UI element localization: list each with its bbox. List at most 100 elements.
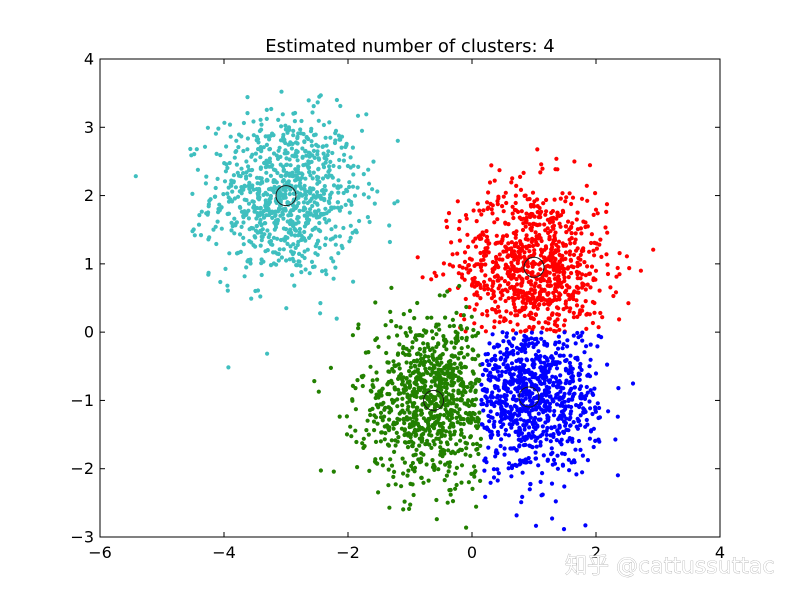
scatter-point — [216, 206, 221, 212]
scatter-point — [307, 170, 312, 175]
scatter-point — [402, 427, 407, 432]
scatter-point — [478, 443, 483, 448]
scatter-point — [216, 126, 221, 131]
scatter-point — [345, 189, 350, 194]
scatter-point — [334, 97, 339, 103]
scatter-point — [283, 227, 289, 232]
scatter-point — [513, 235, 518, 240]
scatter-point — [525, 297, 530, 303]
scatter-point — [232, 216, 237, 221]
scatter-point — [540, 166, 545, 171]
scatter-point — [547, 407, 552, 412]
scatter-point — [499, 414, 504, 419]
scatter-point — [456, 226, 462, 231]
scatter-point — [462, 401, 467, 406]
scatter-point — [520, 470, 525, 475]
scatter-point — [535, 306, 540, 311]
scatter-point — [368, 412, 373, 418]
scatter-point — [537, 356, 542, 361]
scatter-point — [531, 324, 536, 330]
scatter-point — [389, 438, 394, 443]
scatter-point — [626, 301, 631, 306]
scatter-point — [540, 296, 545, 301]
scatter-point — [421, 341, 426, 346]
scatter-point — [543, 320, 548, 325]
scatter-point — [364, 112, 369, 117]
scatter-point — [290, 256, 295, 261]
scatter-point — [407, 506, 412, 511]
scatter-point — [400, 396, 405, 401]
y-tick-label: −2 — [70, 459, 94, 478]
scatter-point — [550, 359, 556, 364]
scatter-point — [425, 315, 430, 320]
scatter-point — [543, 228, 548, 233]
scatter-point — [195, 167, 200, 172]
scatter-point — [613, 437, 618, 442]
scatter-point — [522, 313, 527, 318]
scatter-point — [528, 415, 534, 420]
scatter-point — [246, 201, 252, 206]
scatter-point — [367, 219, 372, 225]
scatter-point — [374, 336, 379, 341]
plot-frame — [99, 58, 721, 538]
scatter-point — [457, 219, 462, 224]
scatter-point — [444, 225, 450, 230]
scatter-point — [528, 444, 533, 449]
scatter-point — [513, 200, 518, 206]
scatter-point — [203, 181, 208, 186]
scatter-point — [464, 266, 469, 271]
scatter-point — [411, 402, 416, 407]
scatter-point — [296, 164, 301, 169]
scatter-point — [545, 417, 551, 422]
scatter-point — [476, 419, 481, 424]
scatter-point — [329, 227, 334, 232]
scatter-point — [495, 342, 500, 347]
scatter-point — [563, 299, 569, 304]
scatter-point — [509, 250, 515, 255]
scatter-point — [521, 443, 527, 448]
scatter-point — [391, 422, 396, 427]
scatter-point — [498, 419, 503, 424]
scatter-point — [555, 167, 560, 172]
scatter-point — [447, 262, 452, 267]
scatter-point — [477, 282, 483, 287]
scatter-point — [341, 225, 346, 231]
scatter-point — [211, 227, 216, 232]
scatter-point — [517, 309, 522, 314]
scatter-point — [246, 208, 251, 213]
scatter-point — [459, 463, 465, 468]
scatter-point — [263, 249, 268, 254]
scatter-point — [336, 185, 341, 190]
scatter-point — [571, 333, 576, 338]
scatter-point — [303, 148, 308, 154]
scatter-point — [291, 242, 296, 247]
scatter-point — [280, 179, 285, 184]
scatter-point — [490, 307, 495, 312]
scatter-point — [386, 360, 391, 365]
scatter-point — [568, 423, 573, 428]
scatter-point — [539, 365, 544, 370]
scatter-point — [509, 240, 514, 245]
scatter-point — [560, 346, 565, 351]
scatter-point — [372, 428, 377, 433]
scatter-point — [341, 190, 346, 196]
scatter-point — [447, 464, 452, 469]
scatter-point — [242, 209, 247, 214]
scatter-point — [444, 218, 449, 223]
scatter-point — [528, 460, 533, 465]
scatter-point — [375, 189, 380, 194]
scatter-point — [294, 148, 299, 153]
scatter-point — [245, 136, 250, 141]
scatter-point — [473, 280, 478, 285]
scatter-point — [455, 410, 460, 415]
scatter-point — [501, 362, 506, 367]
scatter-point — [481, 208, 486, 213]
scatter-point — [214, 151, 219, 156]
scatter-point — [474, 504, 479, 509]
scatter-point — [424, 329, 429, 334]
scatter-point — [472, 292, 477, 297]
scatter-point — [524, 291, 529, 296]
scatter-point — [498, 314, 503, 319]
scatter-point — [538, 440, 543, 445]
scatter-point — [285, 241, 290, 246]
